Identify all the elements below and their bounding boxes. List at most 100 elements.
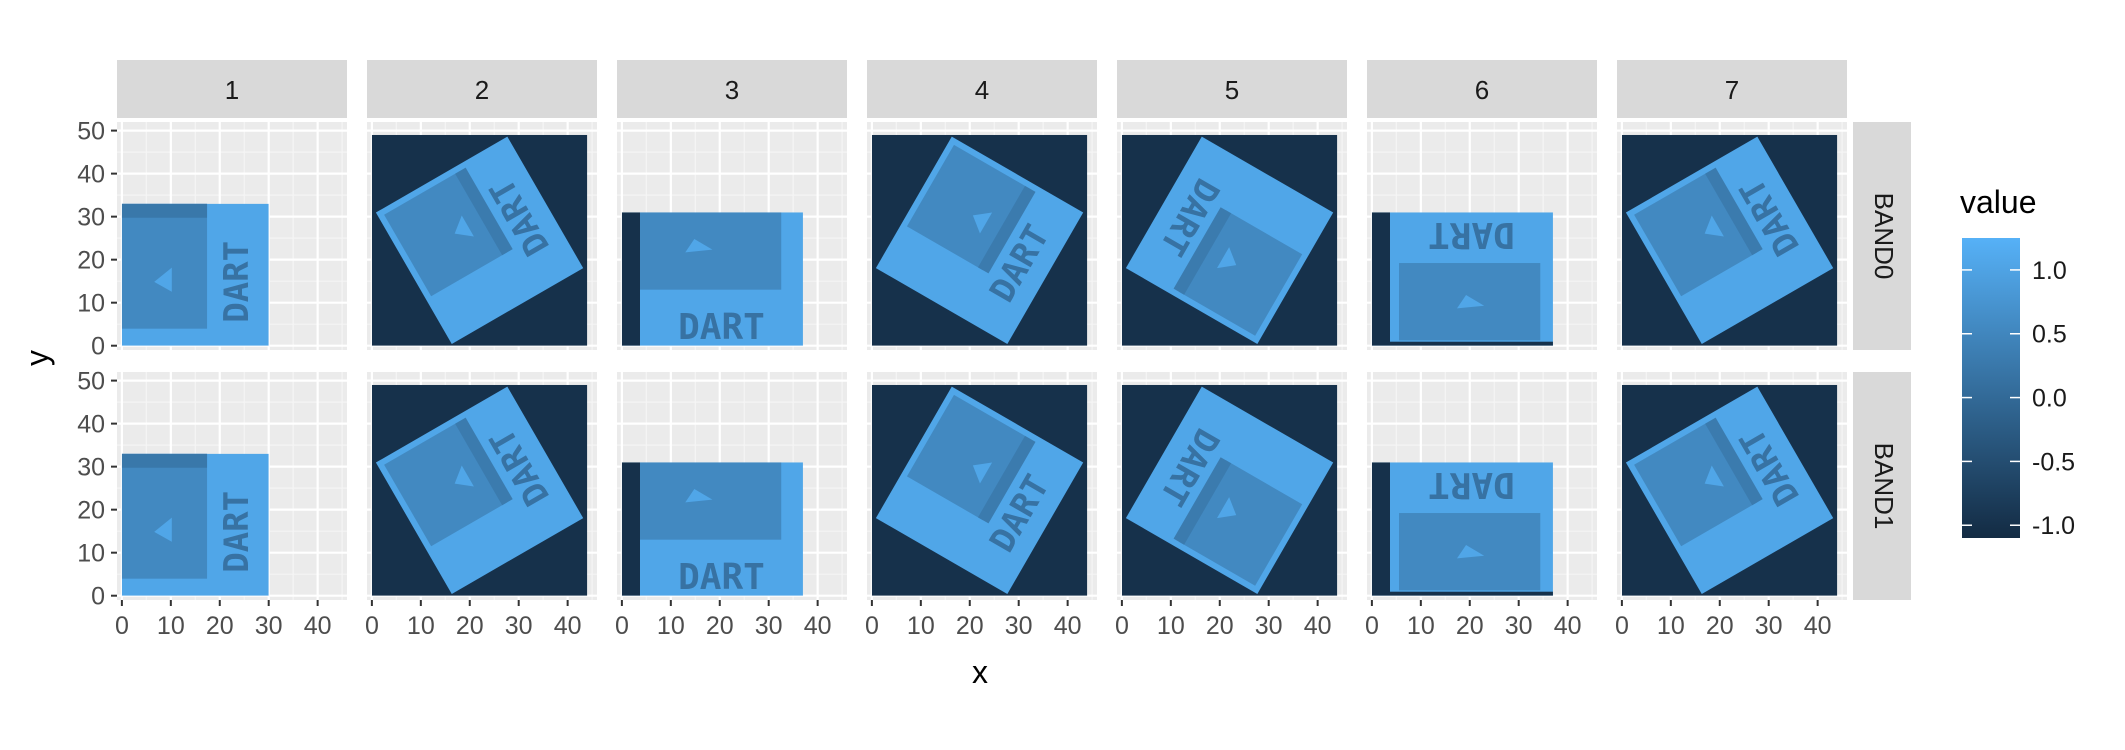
color-legend: value 1.0 0.5 0.0 -0.5 -1.0 <box>1960 184 2075 540</box>
y-tick-label: 30 <box>77 454 105 482</box>
raster-image: DART <box>1121 384 1338 596</box>
raster-floppy-shade <box>121 453 208 468</box>
raster-floppy-mark <box>685 489 713 503</box>
y-tick-label: 10 <box>77 290 105 318</box>
raster-floppy-shade <box>455 167 513 256</box>
legend-ticks: 1.0 0.5 0.0 -0.5 -1.0 <box>1962 257 2075 540</box>
panel-2-BAND1: DART <box>367 372 597 600</box>
legend-tick-label: 1.0 <box>2032 257 2067 285</box>
raster-image: DART <box>1621 384 1838 596</box>
facet-strip-top <box>1367 60 1597 118</box>
raster-floppy-mark <box>685 239 713 253</box>
y-tick-label: 50 <box>77 118 105 146</box>
x-tick-label: 10 <box>657 612 685 640</box>
raster-edge <box>1371 462 1390 596</box>
facet-strip-top <box>367 60 597 118</box>
raster-edge <box>621 462 640 596</box>
raster-floppy-shade <box>1705 167 1763 256</box>
raster-floppy-shade <box>977 185 1036 274</box>
raster-image: DART <box>1621 134 1838 346</box>
y-tick-label: 30 <box>77 204 105 232</box>
raster-edge <box>621 212 640 346</box>
x-tick-label: 40 <box>804 612 832 640</box>
raster-floppy-mark <box>1456 295 1485 309</box>
facet-strip-top <box>617 60 847 118</box>
legend-tick-label: -1.0 <box>2032 512 2075 540</box>
raster-logo-text: DART <box>678 307 765 348</box>
facet-strips: 1 2 3 4 5 6 7 BAND0 BAND1 <box>117 60 1911 600</box>
x-tick-label: 30 <box>1505 612 1533 640</box>
x-tick-label: 0 <box>865 612 879 640</box>
panel-3-BAND0: DART <box>617 122 847 350</box>
raster-floppy-mark <box>972 212 993 234</box>
x-tick-label: 30 <box>505 612 533 640</box>
y-axis-title: y <box>19 350 55 366</box>
x-tick-label: 20 <box>1706 612 1734 640</box>
panel-1-BAND0: DART <box>117 122 347 350</box>
y-tick-label: 40 <box>77 411 105 439</box>
raster-image: DART <box>621 212 803 348</box>
raster-logo-text: DART <box>1428 464 1515 505</box>
facet-strip-label: BAND1 <box>1869 443 1899 530</box>
x-tick-label: 30 <box>1005 612 1033 640</box>
raster-floppy-mark <box>454 215 474 237</box>
raster-floppy-mark <box>154 267 172 292</box>
x-tick-label: 20 <box>206 612 234 640</box>
raster-floppy-mark <box>972 462 993 484</box>
y-tick-label: 0 <box>91 333 105 361</box>
panel-6-BAND0: DART <box>1367 122 1597 350</box>
raster-image: DART <box>1121 134 1338 346</box>
raster-floppy-mark <box>154 517 172 542</box>
facet-strip-label: 7 <box>1725 75 1739 105</box>
facet-strip-top <box>117 60 347 118</box>
raster-logo-text: DART <box>1428 214 1515 255</box>
x-tick-label: 40 <box>304 612 332 640</box>
raster-floppy-shade <box>1173 457 1232 545</box>
panel-5-BAND1: DART <box>1117 372 1347 600</box>
raster-image: DART <box>621 462 803 598</box>
raster-floppy-mark <box>454 465 474 487</box>
raster-logo-text: DART <box>678 557 765 598</box>
raster-floppy-shade <box>455 417 513 506</box>
raster-image: DART <box>121 453 269 596</box>
legend-colorbar <box>1962 238 2020 538</box>
x-tick-label: 20 <box>956 612 984 640</box>
x-tick-label: 10 <box>1157 612 1185 640</box>
facet-strip-right <box>1853 122 1911 350</box>
panel-6-BAND1: DART <box>1367 372 1597 600</box>
raster-floppy <box>121 203 208 329</box>
facet-strip-label: BAND0 <box>1869 193 1899 280</box>
panel-7-BAND0: DART <box>1617 122 1847 350</box>
raster-logo-text: DART <box>217 241 257 323</box>
facet-strip-top <box>1617 60 1847 118</box>
raster-image: DART <box>1371 212 1553 346</box>
raster-edge <box>1371 212 1390 346</box>
legend-tick-label: 0.0 <box>2032 385 2067 413</box>
raster-floppy <box>121 453 208 579</box>
x-tick-label: 10 <box>907 612 935 640</box>
facet-strip-top <box>867 60 1097 118</box>
legend-tick-label: 0.5 <box>2032 321 2067 349</box>
x-tick-label: 40 <box>1304 612 1332 640</box>
x-tick-label: 20 <box>456 612 484 640</box>
raster-edge <box>1390 341 1553 346</box>
x-axis-title: x <box>972 654 988 690</box>
raster-image: DART <box>871 134 1088 346</box>
y-tick-label: 50 <box>77 368 105 396</box>
x-tick-label: 40 <box>1554 612 1582 640</box>
x-tick-label: 0 <box>615 612 629 640</box>
x-tick-label: 10 <box>1407 612 1435 640</box>
axes: 0 10 20 30 40 50 0 10 20 30 40 50 0 10 20 30 40 0 10 20 30 40… <box>77 118 1831 640</box>
x-tick-label: 30 <box>1255 612 1283 640</box>
x-tick-label: 30 <box>1755 612 1783 640</box>
x-tick-label: 10 <box>157 612 185 640</box>
raster-floppy-mark <box>1704 465 1724 487</box>
legend-title: value <box>1960 184 2037 220</box>
y-tick-label: 40 <box>77 161 105 189</box>
panel-2-BAND0: DART <box>367 122 597 350</box>
raster-floppy <box>640 462 782 540</box>
facet-strip-right <box>1853 372 1911 600</box>
panel-3-BAND1: DART <box>617 372 847 600</box>
y-tick-label: 10 <box>77 540 105 568</box>
raster-image: DART <box>1371 462 1553 596</box>
